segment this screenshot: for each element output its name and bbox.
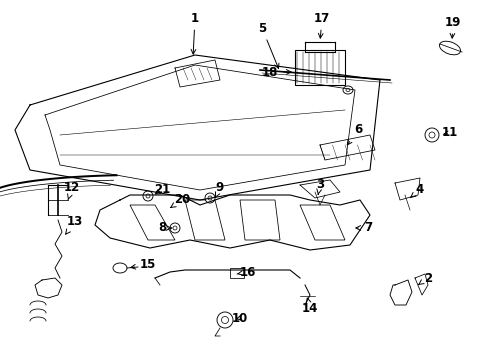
Polygon shape	[184, 200, 224, 240]
Ellipse shape	[204, 193, 215, 203]
Text: 5: 5	[257, 22, 278, 68]
Text: 17: 17	[313, 12, 329, 38]
Text: 4: 4	[410, 184, 423, 198]
Text: 20: 20	[170, 193, 190, 207]
Text: 6: 6	[346, 123, 362, 145]
Bar	[229, 268, 244, 278]
Ellipse shape	[170, 223, 180, 233]
Polygon shape	[299, 205, 345, 240]
Ellipse shape	[146, 194, 150, 198]
Text: 19: 19	[444, 15, 460, 38]
Text: 16: 16	[237, 265, 256, 279]
Text: 7: 7	[355, 221, 371, 234]
Polygon shape	[130, 205, 175, 240]
Ellipse shape	[217, 312, 232, 328]
Text: 1: 1	[190, 12, 199, 54]
Text: 18: 18	[261, 66, 290, 78]
Text: 9: 9	[215, 181, 224, 197]
Ellipse shape	[428, 132, 434, 138]
Ellipse shape	[113, 263, 127, 273]
Text: 12: 12	[64, 181, 80, 200]
Polygon shape	[240, 200, 280, 240]
Text: 21: 21	[154, 184, 170, 197]
Text: 8: 8	[158, 221, 171, 234]
Text: 3: 3	[315, 179, 324, 194]
Ellipse shape	[346, 89, 349, 91]
Text: 15: 15	[131, 258, 156, 271]
Bar	[294, 50, 345, 85]
Ellipse shape	[424, 128, 438, 142]
Text: 2: 2	[418, 271, 431, 284]
Ellipse shape	[207, 196, 212, 200]
Text: 10: 10	[231, 311, 247, 324]
Ellipse shape	[173, 226, 177, 230]
Text: 11: 11	[441, 126, 457, 139]
Ellipse shape	[342, 86, 352, 94]
Ellipse shape	[142, 191, 153, 201]
Text: 13: 13	[65, 216, 83, 234]
Ellipse shape	[221, 316, 228, 324]
Ellipse shape	[439, 41, 460, 55]
Text: 14: 14	[301, 298, 318, 315]
